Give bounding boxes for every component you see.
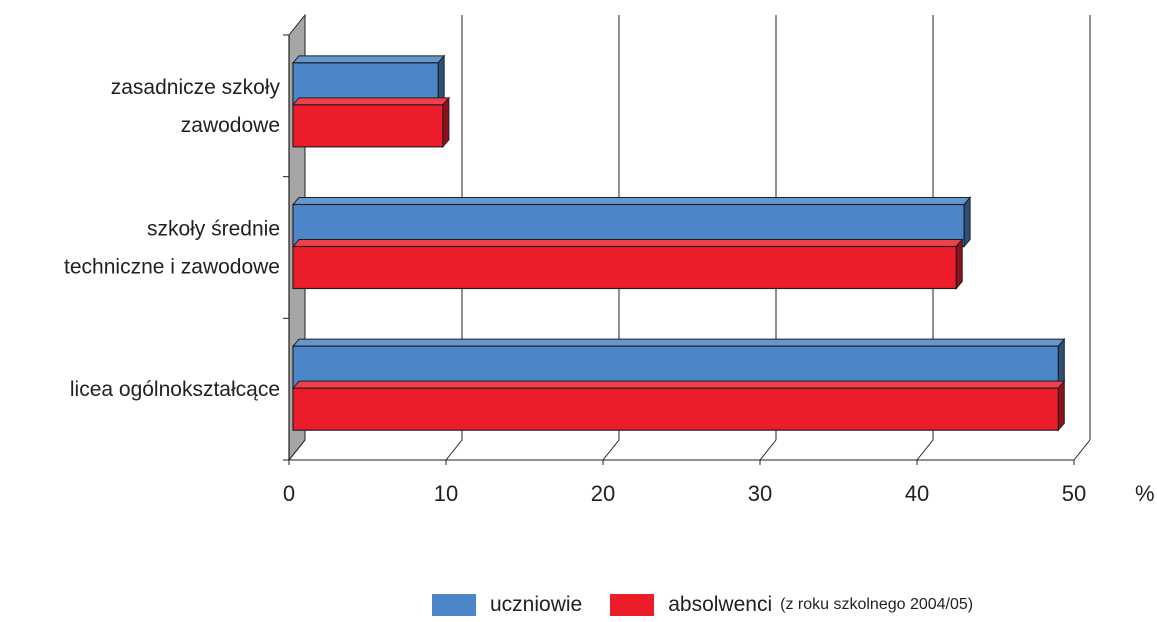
floor-gridline bbox=[759, 439, 777, 461]
bar-top-face bbox=[291, 380, 1066, 389]
bar-side-face bbox=[442, 96, 450, 149]
x-tick-label: 30 bbox=[748, 481, 772, 506]
bar-front-face bbox=[292, 104, 444, 148]
bar-side-face bbox=[1057, 379, 1065, 432]
bars bbox=[291, 54, 1066, 432]
bar-absolwenci-2 bbox=[291, 379, 1066, 432]
bar-front-face bbox=[292, 387, 1059, 431]
bar-side-face bbox=[963, 196, 971, 248]
bar-front-face bbox=[292, 245, 957, 290]
floor-gridline bbox=[288, 439, 306, 461]
legend-note: (z roku szkolnego 2004/05) bbox=[780, 596, 974, 613]
legend-swatch-uczniowie bbox=[432, 594, 476, 616]
x-tick-label: 0 bbox=[283, 481, 295, 506]
bar-top-face bbox=[291, 197, 972, 205]
x-axis-unit-label: % bbox=[1135, 481, 1155, 506]
bar-top-face bbox=[291, 239, 964, 247]
legend: uczniowie absolwenci (z roku szkolnego 2… bbox=[432, 588, 973, 622]
bar-absolwenci-0 bbox=[291, 96, 450, 149]
legend-label-uczniowie: uczniowie bbox=[490, 593, 583, 616]
category-label: licea ogólnokształcące bbox=[70, 378, 280, 401]
category-label: zasadnicze szkoły bbox=[111, 76, 281, 99]
bar-absolwenci-1 bbox=[291, 238, 964, 290]
floor-gridline bbox=[602, 439, 620, 461]
category-label: techniczne i zawodowe bbox=[64, 256, 280, 279]
bar-top-face bbox=[291, 97, 450, 106]
legend-item-uczniowie: uczniowie bbox=[432, 593, 582, 617]
legend-swatch-absolwenci bbox=[610, 594, 655, 616]
floor-gridline bbox=[916, 439, 934, 461]
floor-gridline bbox=[445, 439, 463, 461]
legend-label-absolwenci: absolwenci bbox=[668, 593, 773, 616]
x-tick-label: 40 bbox=[905, 481, 929, 506]
x-tick-label: 20 bbox=[591, 481, 615, 506]
x-tick-label: 50 bbox=[1062, 481, 1086, 506]
category-labels: zasadnicze szkoły zawodowe szkoły średnie t… bbox=[64, 76, 280, 401]
category-label: szkoły średnie bbox=[147, 218, 280, 241]
x-tick-label: 10 bbox=[434, 481, 458, 506]
x-tick-labels: 0 10 20 30 40 50 bbox=[283, 481, 1086, 506]
bar-side-face bbox=[955, 238, 963, 290]
floor-gridline bbox=[1073, 439, 1091, 461]
axis bbox=[283, 34, 1075, 465]
bar-top-face bbox=[291, 338, 1066, 347]
legend-item-absolwenci: absolwenci (z roku szkolnego 2004/05) bbox=[610, 593, 973, 617]
bar-top-face bbox=[291, 55, 446, 64]
category-label: zawodowe bbox=[181, 114, 280, 137]
